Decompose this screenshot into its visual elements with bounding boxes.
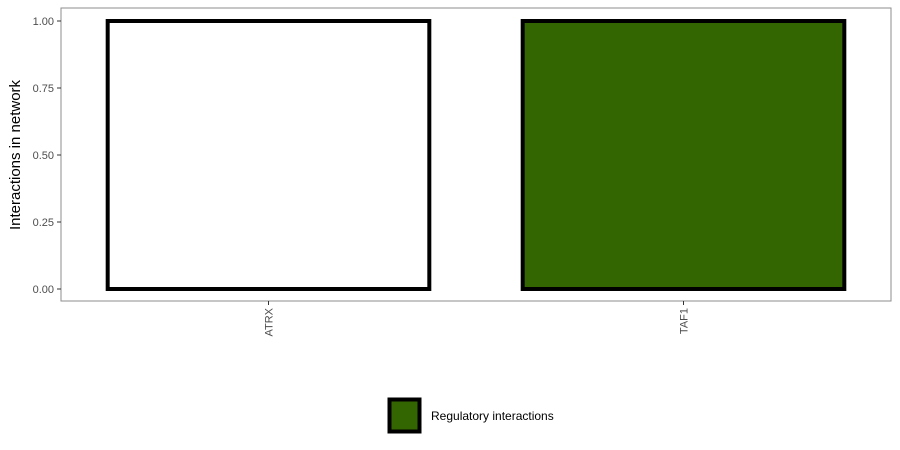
bar-total-atrx [107,21,430,289]
y-tick-label: 0.25 [33,217,54,229]
y-tick-label: 0.50 [33,150,54,162]
bars [105,19,847,291]
y-axis: 0.00 0.25 0.50 0.75 1.00 [33,16,61,296]
y-tick-label: 1.00 [33,16,54,28]
legend-key-regulatory-interactions [387,397,422,434]
x-tick-label-taf1: TAF1 [679,308,691,334]
x-axis: ATRX TAF1 [264,301,691,337]
bar-outline-taf1 [520,19,847,291]
bar-outline-atrx [105,19,432,291]
y-tick-label: 0.75 [33,83,54,95]
legend: Regulatory interactions [387,397,554,434]
x-tick-label-atrx: ATRX [264,307,276,336]
y-axis-title: Interactions in network [7,79,24,230]
bar-regulatory-taf1 [522,21,845,289]
legend-label-regulatory-interactions: Regulatory interactions [431,409,554,423]
y-tick-label: 0.00 [33,284,54,296]
